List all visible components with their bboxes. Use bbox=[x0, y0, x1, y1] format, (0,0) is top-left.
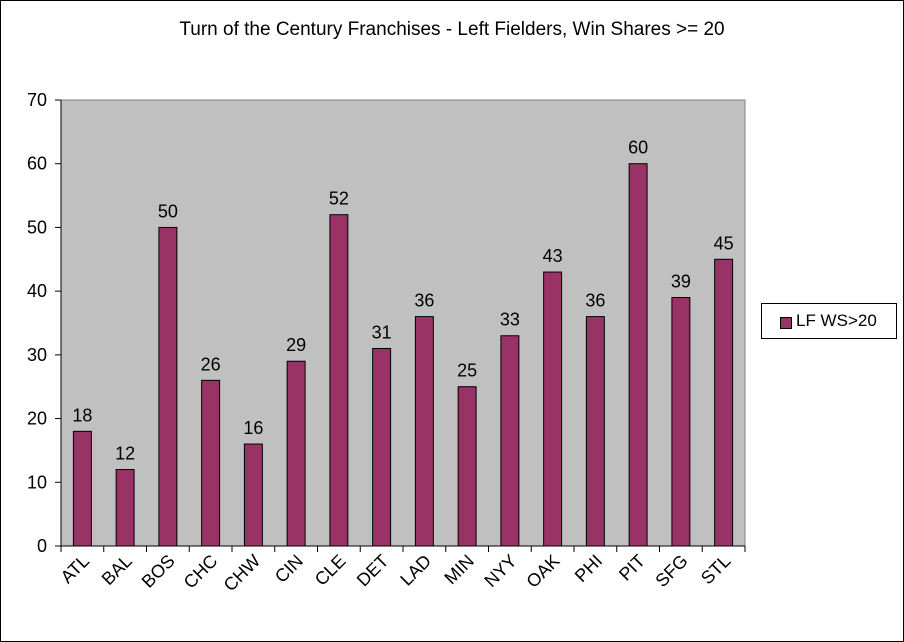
y-tick-label: 70 bbox=[27, 90, 47, 110]
bar-cle bbox=[329, 214, 349, 547]
value-label: 33 bbox=[500, 310, 520, 330]
bar-bos bbox=[158, 226, 178, 547]
y-tick-label: 0 bbox=[37, 536, 47, 556]
legend: LF WS>20 bbox=[761, 303, 897, 339]
value-label: 29 bbox=[286, 335, 306, 355]
y-axis: 0 10 20 30 40 50 60 70 bbox=[27, 90, 62, 556]
bar-det bbox=[372, 347, 392, 547]
value-labels: 18 12 50 26 16 29 52 31 36 25 33 43 36 60 39 45 bbox=[72, 138, 733, 464]
x-tick-label: BOS bbox=[138, 551, 179, 592]
x-tick-label: CIN bbox=[271, 551, 307, 587]
y-tick-label: 40 bbox=[27, 281, 47, 301]
value-label: 39 bbox=[671, 272, 691, 292]
legend-label: LF WS>20 bbox=[796, 311, 877, 330]
bar-bal bbox=[115, 469, 135, 547]
y-tick-label: 20 bbox=[27, 409, 47, 429]
x-tick-label: PHI bbox=[571, 551, 606, 586]
value-label: 16 bbox=[243, 418, 263, 438]
bar-nyy bbox=[500, 335, 520, 547]
bar-pit bbox=[628, 163, 648, 547]
x-tick-label: MIN bbox=[440, 551, 477, 588]
x-tick-label: CLE bbox=[311, 551, 350, 590]
bar-atl bbox=[72, 430, 92, 547]
bar-oak bbox=[543, 271, 563, 547]
chart-title: Turn of the Century Franchises - Left Fi… bbox=[179, 19, 725, 40]
y-tick-label: 10 bbox=[27, 472, 47, 492]
x-tick-label: ATL bbox=[57, 551, 94, 588]
x-tick-label: BAL bbox=[98, 551, 136, 589]
bar-min bbox=[457, 386, 477, 547]
x-tick-label: CHC bbox=[180, 551, 222, 593]
value-label: 36 bbox=[414, 291, 434, 311]
value-label: 31 bbox=[372, 322, 392, 342]
bar-lad bbox=[414, 316, 434, 547]
bar-chw bbox=[243, 443, 263, 547]
y-tick-label: 30 bbox=[27, 345, 47, 365]
bar-phi bbox=[585, 316, 605, 547]
legend-swatch bbox=[780, 317, 792, 329]
value-label: 45 bbox=[714, 233, 734, 253]
value-label: 26 bbox=[201, 354, 221, 374]
bar-cin bbox=[286, 360, 306, 547]
x-tick-label: STL bbox=[697, 551, 734, 588]
x-tick-label: LAD bbox=[396, 551, 435, 590]
value-label: 25 bbox=[457, 361, 477, 381]
bars bbox=[72, 163, 734, 547]
bar-sfg bbox=[671, 297, 691, 547]
x-tick-label: NYY bbox=[480, 551, 520, 591]
value-label: 12 bbox=[115, 444, 135, 464]
x-tick-label: OAK bbox=[522, 551, 563, 592]
y-tick-label: 60 bbox=[27, 154, 47, 174]
bar-chc bbox=[201, 379, 221, 547]
bar-stl bbox=[714, 258, 734, 547]
x-tick-label: DET bbox=[353, 551, 393, 591]
y-tick-label: 50 bbox=[27, 217, 47, 237]
value-label: 60 bbox=[628, 138, 648, 158]
value-label: 50 bbox=[158, 201, 178, 221]
x-tick-label: PIT bbox=[615, 551, 649, 585]
value-label: 43 bbox=[543, 246, 563, 266]
value-label: 52 bbox=[329, 189, 349, 209]
value-label: 18 bbox=[72, 405, 92, 425]
value-label: 36 bbox=[585, 291, 605, 311]
x-tick-label: CHW bbox=[220, 551, 265, 596]
x-tick-label: SFG bbox=[651, 551, 691, 591]
